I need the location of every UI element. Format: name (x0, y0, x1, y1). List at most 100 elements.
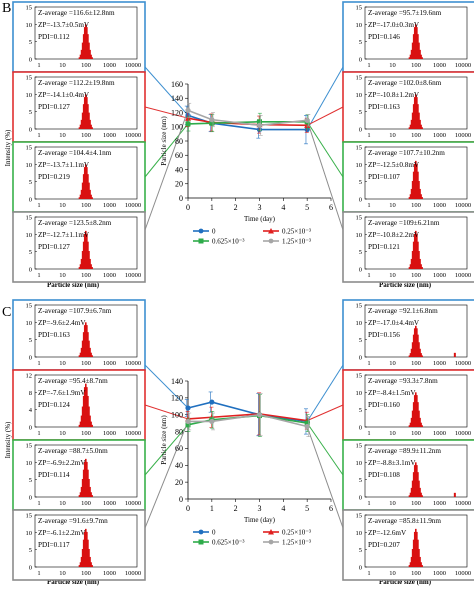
hist-bar (88, 42, 90, 59)
hist-y-tick: 0 (359, 57, 362, 64)
hist-y-tick: 0 (29, 127, 32, 134)
dls-annotation: Z-average =107.7±10.2nm (368, 149, 445, 157)
hist-y-tick: 5 (359, 109, 362, 116)
hist-bar (416, 163, 418, 199)
hist-x-tick: 10 (59, 272, 66, 279)
hist-bar (418, 180, 420, 199)
hist-x-tick: 100 (81, 360, 91, 367)
hist-bar (78, 355, 81, 357)
data-point (185, 422, 191, 428)
x-axis-label: Time (day) (244, 516, 276, 524)
hist-bar (90, 54, 92, 59)
hist-bar (91, 197, 93, 199)
hist-x-tick: 1 (37, 202, 40, 209)
hist-bar (409, 492, 412, 497)
x-tick-label: 0 (186, 203, 190, 212)
hist-bar (79, 194, 82, 199)
dls-annotation: ZP=-8.4±1.5mV (368, 389, 416, 397)
connector-left (144, 421, 189, 529)
dls-annotation: Z-average =92.1±6.8nm (368, 307, 438, 315)
hist-y-tick: 10 (26, 320, 33, 327)
hist-x-tick: 10000 (455, 570, 471, 577)
dls-annotation: Z-average =95.7±19.6nm (368, 9, 442, 17)
hist-bar (420, 353, 422, 357)
hist-bar (87, 332, 89, 357)
hist-bar (421, 197, 423, 199)
hist-y-tick: 15 (26, 513, 33, 520)
legend-marker (198, 238, 204, 244)
y-tick-label: 40 (175, 461, 183, 470)
y-tick-label: 20 (175, 478, 183, 487)
hist-bar (81, 182, 84, 199)
hist-x-tick: 100 (81, 500, 91, 507)
series-line (187, 401, 308, 423)
hist-y-tick: 8 (29, 390, 32, 397)
dls-box: 15 10 5 01 10 100 1000 10000 Z-average =116.6±12… (12, 1, 146, 73)
hist-bar (87, 104, 89, 129)
hist-x-tick: 10 (389, 430, 396, 437)
hist-bar (418, 410, 420, 427)
dls-annotation: ZP=-9.6±2.4mV (38, 319, 86, 327)
panel-letter-b: B (2, 1, 11, 16)
hist-x-tick: 1 (367, 62, 370, 69)
hist-bar (81, 478, 84, 497)
series-line (187, 109, 308, 127)
hist-bar (82, 332, 85, 357)
series-line (188, 413, 308, 428)
hist-bar (420, 562, 422, 567)
hist-bar (409, 422, 412, 427)
hist-bar (80, 486, 83, 497)
hist-bar (80, 119, 83, 129)
hist-bars (78, 230, 93, 269)
legend-label: 0 (212, 529, 216, 537)
hist-x-tick: 1 (367, 360, 370, 367)
hist-x-tick: 1000 (433, 570, 446, 577)
hist-bar (415, 325, 417, 357)
hist-bar (409, 194, 412, 199)
hist-bar (408, 267, 411, 269)
hist-bar (80, 415, 83, 427)
hist-bar (412, 472, 415, 497)
hist-bar (410, 556, 413, 567)
hist-y-tick: 10 (356, 162, 363, 169)
legend: 0 0.25×10⁻³ 0.625×10⁻³ 1.25×10⁻³ (193, 529, 311, 547)
hist-y-tick: 0 (359, 495, 362, 502)
hist-y-tick: 5 (359, 249, 362, 256)
hist-y-tick: 10 (26, 530, 33, 537)
dls-annotation: PDI=0.114 (38, 471, 70, 479)
data-point (209, 418, 215, 425)
hist-y-tick: 0 (359, 565, 362, 572)
hist-x-tick: 10000 (455, 360, 471, 367)
legend-label: 1.25×10⁻³ (282, 539, 311, 547)
dls-annotation: PDI=0.127 (38, 103, 70, 111)
hist-x-tick: 1 (367, 430, 370, 437)
hist-bar (79, 492, 82, 497)
x-tick-label: 2 (234, 504, 238, 513)
hist-bar (80, 49, 83, 59)
series-line (187, 413, 308, 422)
hist-y-tick: 15 (356, 215, 363, 222)
hist-bar (88, 478, 90, 497)
hist-y-tick: 12 (26, 373, 33, 380)
hist-x-tick: 1000 (433, 430, 446, 437)
particle-size-label-b-right: Particle size (nm) (379, 281, 432, 289)
hist-bar (83, 27, 86, 59)
hist-x-tick: 1000 (433, 132, 446, 139)
hist-bar (90, 124, 92, 129)
hist-bar (421, 267, 423, 269)
data-point (304, 423, 310, 430)
hist-bars (78, 458, 93, 497)
hist-bar (81, 406, 84, 427)
hist-bars (408, 160, 423, 199)
hist-bar (79, 264, 82, 269)
hist-x-tick: 10 (389, 132, 396, 139)
hist-y-tick: 5 (29, 337, 32, 344)
hist-y-tick: 5 (359, 477, 362, 484)
hist-x-tick: 1 (37, 500, 40, 507)
hist-bars (78, 94, 93, 129)
y-axis-label: Particle size (nm) (160, 415, 168, 465)
series-3 (185, 393, 311, 437)
dls-annotation: ZP=-17.0±0.3mV (368, 21, 420, 29)
hist-bar (409, 54, 412, 59)
hist-x-tick: 1 (37, 272, 40, 279)
